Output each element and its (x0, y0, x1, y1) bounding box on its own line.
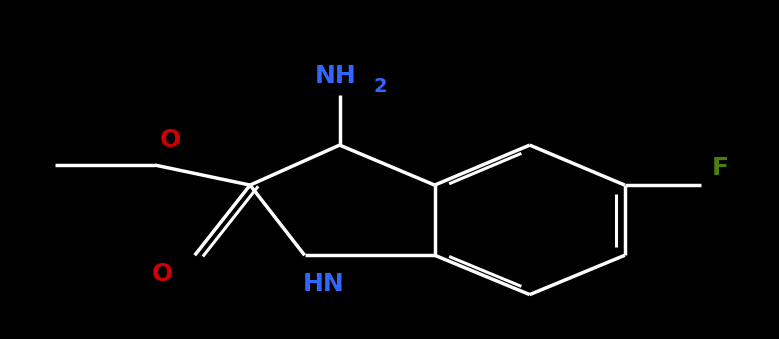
Text: O: O (160, 128, 182, 152)
Text: 2: 2 (373, 77, 387, 96)
Text: O: O (151, 262, 173, 286)
Text: NH: NH (315, 64, 357, 88)
Text: HN: HN (303, 272, 345, 296)
Text: F: F (712, 156, 729, 180)
